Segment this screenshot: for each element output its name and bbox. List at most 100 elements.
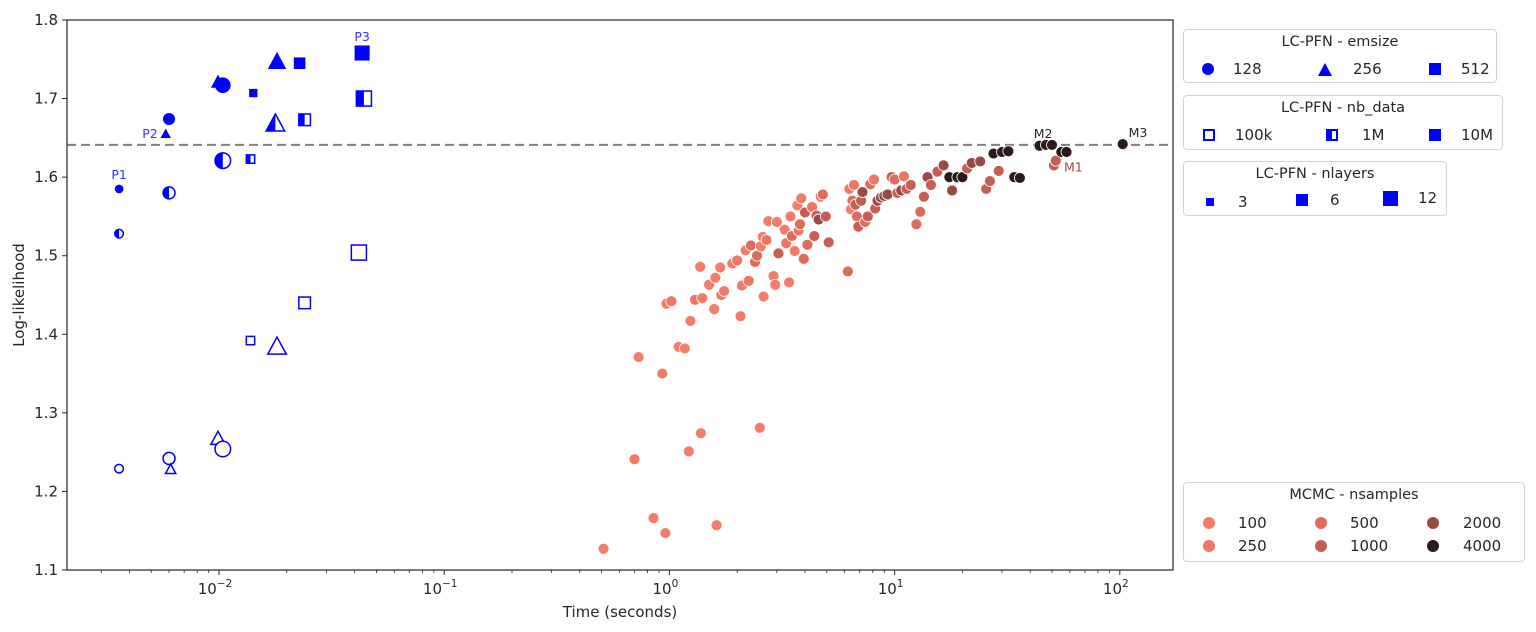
lcpfn-point xyxy=(162,451,176,466)
mcmc-point xyxy=(974,155,987,168)
y-tick-label: 1.1 xyxy=(34,561,58,579)
lcpfn-point xyxy=(350,244,368,261)
lcpfn-point xyxy=(355,90,373,107)
mcmc-point xyxy=(784,210,797,223)
lcpfn-point xyxy=(298,296,312,310)
mcmc-point xyxy=(734,310,747,323)
mcmc-points xyxy=(597,138,1129,555)
legend-label: 2000 xyxy=(1463,514,1502,532)
x-tick-label: 101 xyxy=(878,578,904,598)
mcmc-point xyxy=(1049,154,1062,167)
point-label: M3 xyxy=(1129,125,1148,140)
circle-marker-icon xyxy=(1315,540,1327,552)
legend-label: 256 xyxy=(1353,60,1382,78)
legend-title: LC-PFN - emsize xyxy=(1281,34,1399,50)
y-tick-label: 1.5 xyxy=(34,247,58,265)
lcpfn-point xyxy=(214,152,232,170)
legend-label: 500 xyxy=(1350,514,1379,532)
mcmc-point xyxy=(665,295,678,308)
x-axis-label: Time (seconds) xyxy=(562,603,678,621)
mcmc-point xyxy=(881,188,894,201)
x-tick-label: 102 xyxy=(1103,578,1129,598)
mcmc-point xyxy=(714,261,727,274)
circle-marker-icon xyxy=(1203,517,1215,529)
mcmc-point xyxy=(1116,138,1129,151)
mcmc-point xyxy=(816,188,829,201)
mcmc-point xyxy=(684,315,697,327)
mcmc-point xyxy=(910,218,923,231)
y-tick-label: 1.2 xyxy=(34,482,58,500)
square-full-marker-icon xyxy=(1429,129,1441,141)
mcmc-point xyxy=(992,164,1005,177)
lcpfn-point xyxy=(162,186,176,200)
mcmc-point xyxy=(797,252,810,265)
mcmc-point xyxy=(710,519,723,532)
mcmc-point xyxy=(770,216,783,228)
axes: 1.1 1.2 1.3 1.4 1.5 1.6 1.7 1.8 10−2 10−1 100 101 10… xyxy=(34,11,1174,598)
lcpfn-point xyxy=(354,45,370,61)
mcmc-point xyxy=(914,205,927,218)
circle-marker-icon xyxy=(1202,63,1214,75)
x-tick-label: 10−1 xyxy=(423,578,458,598)
mcmc-point xyxy=(769,278,782,291)
mcmc-point xyxy=(696,292,709,305)
legend-label: 3 xyxy=(1238,193,1248,211)
circle-marker-icon xyxy=(1203,540,1215,552)
mcmc-point xyxy=(898,170,910,183)
mcmc-point xyxy=(678,342,691,355)
lcpfn-point xyxy=(267,51,287,69)
mcmc-point xyxy=(808,230,821,242)
mcmc-point xyxy=(628,453,641,466)
lcpfn-point xyxy=(266,335,288,355)
mcmc-point xyxy=(819,210,832,223)
legend-label: 128 xyxy=(1233,60,1262,78)
mcmc-point xyxy=(783,276,795,289)
lcpfn-point xyxy=(114,463,125,474)
square-marker-icon xyxy=(1429,63,1441,75)
square-half-marker-icon xyxy=(1326,129,1338,141)
mcmc-point xyxy=(632,351,645,363)
mcmc-point xyxy=(856,186,869,198)
square-empty-marker-icon xyxy=(1203,129,1215,141)
y-tick-label: 1.7 xyxy=(34,90,58,108)
legend-label: 12 xyxy=(1418,189,1438,207)
triangle-marker-icon xyxy=(1318,62,1332,76)
y-tick-label: 1.4 xyxy=(34,325,58,343)
point-label: M1 xyxy=(1064,159,1083,174)
mcmc-point xyxy=(694,260,707,273)
lcpfn-point xyxy=(215,77,231,94)
mcmc-point xyxy=(709,271,722,284)
mcmc-point xyxy=(1013,172,1026,184)
mcmc-point xyxy=(788,245,801,257)
lcpfn-point xyxy=(114,184,124,194)
square-small-marker-icon xyxy=(1206,198,1214,206)
y-axis-label: Log-likelihood xyxy=(10,243,28,347)
legend-mcmc-nsamples: MCMC - nsamples 100 500 2000 250 1000 40… xyxy=(1183,482,1525,562)
lcpfn-point xyxy=(214,440,232,458)
mcmc-point xyxy=(918,190,930,203)
mcmc-point xyxy=(760,234,773,246)
lcpfn-point xyxy=(245,335,256,346)
lcpfn-points xyxy=(114,45,373,475)
legend-nlayers: LC-PFN - nlayers 3 6 12 xyxy=(1183,161,1447,216)
lcpfn-point xyxy=(293,57,306,70)
x-tick-label: 100 xyxy=(653,578,679,598)
y-tick-label: 1.8 xyxy=(34,11,58,29)
legend-label: 250 xyxy=(1238,537,1267,555)
mcmc-point xyxy=(647,512,660,525)
mcmc-point xyxy=(848,179,860,191)
point-label: P2 xyxy=(142,126,158,141)
mcmc-point xyxy=(744,239,757,252)
mcmc-point xyxy=(984,175,996,187)
mcmc-point xyxy=(772,247,785,260)
mcmc-point xyxy=(861,210,874,223)
point-label: M2 xyxy=(1034,126,1053,141)
circle-marker-icon xyxy=(1315,517,1327,529)
mcmc-point xyxy=(695,427,707,440)
legend-label: 4000 xyxy=(1463,537,1502,555)
mcmc-point xyxy=(731,254,744,267)
legend-title: LC-PFN - nb_data xyxy=(1280,100,1406,116)
lcpfn-point xyxy=(164,462,178,475)
mcmc-point xyxy=(925,179,937,191)
